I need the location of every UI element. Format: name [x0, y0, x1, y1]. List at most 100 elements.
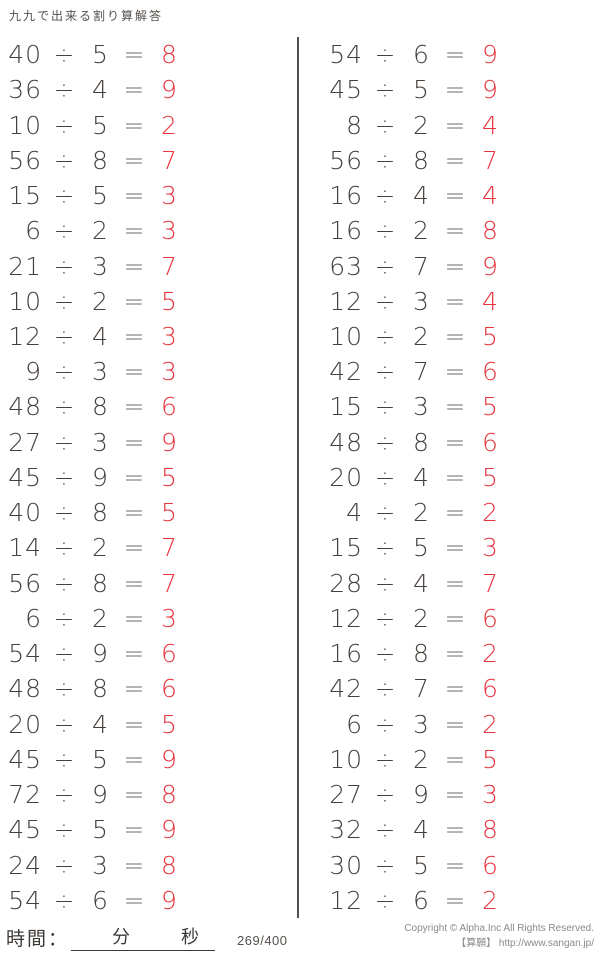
equals-sign: = [123, 357, 145, 387]
answer-number: 6 [482, 674, 498, 704]
equals-sign: = [444, 498, 466, 528]
equals-sign: = [123, 321, 145, 351]
divide-sign: ÷ [53, 744, 75, 774]
dividend-number: 10 [329, 744, 363, 774]
divisor-number: 5 [413, 850, 429, 880]
divide-sign: ÷ [53, 885, 75, 915]
division-problem-row: 16 ÷ 2 = 8 [300, 213, 600, 248]
divisor-number: 2 [413, 603, 429, 633]
division-problem-row: 42 ÷ 7 = 6 [300, 354, 600, 389]
dividend-number: 10 [329, 321, 363, 351]
divide-sign: ÷ [374, 251, 396, 281]
divide-sign: ÷ [53, 75, 75, 105]
dividend-number: 28 [329, 568, 363, 598]
divide-sign: ÷ [53, 850, 75, 880]
answer-number: 8 [482, 216, 498, 246]
problems-area: 40 ÷ 5 = 8 36 ÷ 4 = 9 10 ÷ 5 = 2 56 ÷ 8 … [0, 37, 600, 918]
divisor-number: 3 [413, 286, 429, 316]
answer-number: 9 [482, 75, 498, 105]
divisor-number: 3 [413, 392, 429, 422]
answer-number: 3 [482, 780, 498, 810]
dividend-number: 40 [8, 40, 42, 70]
dividend-number: 56 [8, 568, 42, 598]
equals-sign: = [123, 744, 145, 774]
answer-number: 7 [482, 145, 498, 175]
divide-sign: ÷ [374, 850, 396, 880]
divide-sign: ÷ [53, 145, 75, 175]
dividend-number: 15 [329, 392, 363, 422]
dividend-number: 30 [329, 850, 363, 880]
divisor-number: 5 [92, 40, 108, 70]
equals-sign: = [444, 462, 466, 492]
divide-sign: ÷ [53, 603, 75, 633]
answer-number: 6 [161, 674, 177, 704]
division-problem-row: 20 ÷ 4 = 5 [0, 706, 296, 741]
answer-number: 7 [161, 251, 177, 281]
dividend-number: 10 [8, 110, 42, 140]
divisor-number: 2 [92, 533, 108, 563]
division-problem-row: 15 ÷ 5 = 3 [0, 178, 296, 213]
equals-sign: = [123, 75, 145, 105]
division-problem-row: 54 ÷ 6 = 9 [0, 883, 296, 918]
page-indicator: 269/400 [237, 933, 288, 948]
seconds-label: 秒 [181, 927, 200, 947]
divisor-number: 9 [92, 780, 108, 810]
divisor-number: 8 [413, 145, 429, 175]
copyright-line1: Copyright © Alpha.Inc All Rights Reserve… [404, 923, 594, 934]
equals-sign: = [444, 181, 466, 211]
answer-number: 4 [482, 110, 498, 140]
answer-number: 5 [161, 498, 177, 528]
division-problem-row: 32 ÷ 4 = 8 [300, 812, 600, 847]
answer-number: 6 [482, 603, 498, 633]
equals-sign: = [123, 145, 145, 175]
dividend-number: 15 [329, 533, 363, 563]
division-problem-row: 12 ÷ 4 = 3 [0, 319, 296, 354]
division-problem-row: 4 ÷ 2 = 2 [300, 495, 600, 530]
dividend-number: 16 [329, 639, 363, 669]
dividend-number: 63 [329, 251, 363, 281]
equals-sign: = [444, 251, 466, 281]
answer-number: 6 [482, 357, 498, 387]
problems-column-right: 54 ÷ 6 = 9 45 ÷ 5 = 9 8 ÷ 2 = 4 56 ÷ 8 =… [300, 37, 600, 918]
equals-sign: = [444, 533, 466, 563]
divide-sign: ÷ [374, 498, 396, 528]
divisor-number: 8 [92, 498, 108, 528]
dividend-number: 4 [346, 498, 363, 528]
divisor-number: 9 [413, 780, 429, 810]
equals-sign: = [123, 533, 145, 563]
divide-sign: ÷ [374, 744, 396, 774]
equals-sign: = [444, 357, 466, 387]
division-problem-row: 9 ÷ 3 = 3 [0, 354, 296, 389]
division-problem-row: 16 ÷ 8 = 2 [300, 636, 600, 671]
equals-sign: = [123, 181, 145, 211]
dividend-number: 72 [8, 780, 42, 810]
answer-number: 3 [161, 357, 177, 387]
answer-number: 8 [482, 815, 498, 845]
divisor-number: 2 [413, 216, 429, 246]
equals-sign: = [123, 286, 145, 316]
dividend-number: 20 [329, 462, 363, 492]
dividend-number: 6 [25, 216, 42, 246]
divide-sign: ÷ [53, 181, 75, 211]
divisor-number: 9 [92, 639, 108, 669]
divide-sign: ÷ [374, 392, 396, 422]
time-blank-line: 分 秒 [71, 925, 216, 951]
divisor-number: 2 [92, 286, 108, 316]
division-problem-row: 8 ÷ 2 = 4 [300, 107, 600, 142]
divisor-number: 2 [413, 498, 429, 528]
divide-sign: ÷ [53, 321, 75, 351]
dividend-number: 56 [329, 145, 363, 175]
division-problem-row: 42 ÷ 7 = 6 [300, 671, 600, 706]
answer-number: 9 [161, 75, 177, 105]
divisor-number: 8 [92, 145, 108, 175]
division-problem-row: 10 ÷ 2 = 5 [300, 319, 600, 354]
divide-sign: ÷ [374, 885, 396, 915]
divisor-number: 5 [92, 181, 108, 211]
answer-number: 9 [161, 885, 177, 915]
division-problem-row: 56 ÷ 8 = 7 [300, 143, 600, 178]
division-problem-row: 28 ÷ 4 = 7 [300, 566, 600, 601]
division-problem-row: 56 ÷ 8 = 7 [0, 143, 296, 178]
divisor-number: 3 [92, 357, 108, 387]
division-problem-row: 56 ÷ 8 = 7 [0, 566, 296, 601]
equals-sign: = [123, 639, 145, 669]
